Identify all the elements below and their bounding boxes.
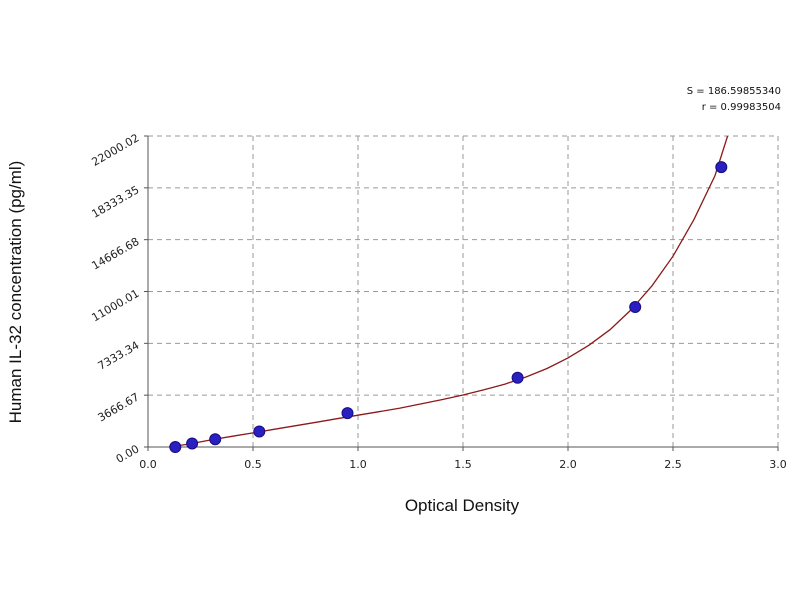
data-point: [169, 441, 182, 453]
data-points: [169, 161, 728, 453]
data-point: [715, 161, 728, 174]
x-tick-label: 1.5: [454, 458, 472, 471]
x-tick-label: 0.5: [244, 458, 262, 471]
y-axis-title: Human IL-32 concentration (pg/ml): [6, 161, 25, 424]
data-point: [209, 433, 222, 446]
data-point: [253, 425, 266, 438]
x-tick-label: 2.5: [664, 458, 682, 471]
x-tick-label: 1.0: [349, 458, 367, 471]
fit-stat-r: r = 0.99983504: [702, 102, 781, 113]
x-tick-label: 3.0: [769, 458, 787, 471]
data-point: [341, 407, 354, 420]
data-point: [511, 371, 524, 384]
data-point: [629, 301, 642, 314]
chart-plot-background: [0, 76, 800, 528]
x-axis-title: Optical Density: [405, 496, 520, 515]
data-point: [186, 437, 199, 450]
x-tick-label: 2.0: [559, 458, 577, 471]
axes: [144, 135, 779, 451]
fit-stat-s: S = 186.59855340: [687, 86, 781, 97]
x-tick-label: 0.0: [139, 458, 157, 471]
